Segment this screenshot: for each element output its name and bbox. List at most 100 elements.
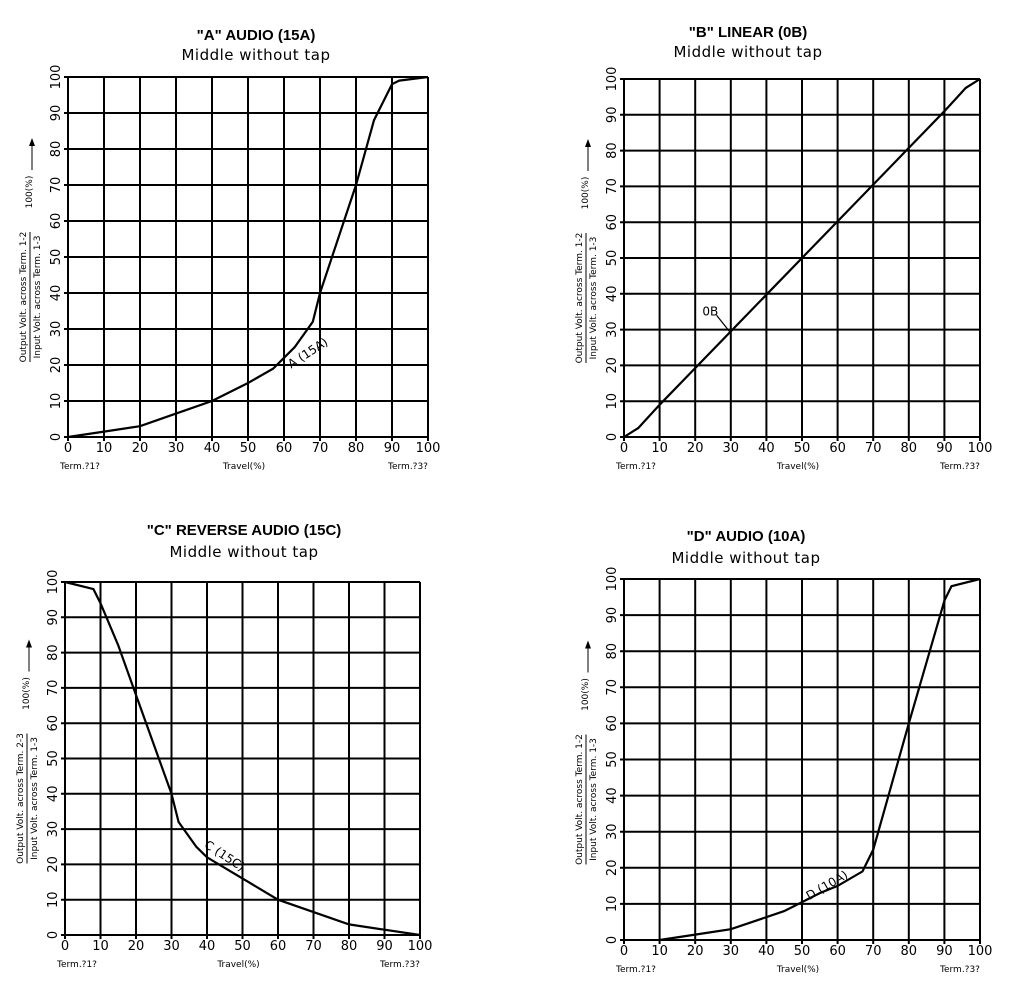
curve-annotation: 0B	[702, 304, 718, 318]
y-tick-label: 20	[605, 860, 620, 877]
chart-d: 0 10 20 30 40 50 60 70 80 90 100 0 10 20 30 40 50 60 70 80 9…	[575, 567, 993, 975]
y-tick-label: 80	[605, 643, 620, 660]
y-axis-label-suffix: 100(%)	[25, 176, 35, 209]
y-tick-label: 40	[46, 786, 61, 803]
x-tick-label: 20	[128, 939, 145, 954]
chart-panel-d: "D" AUDIO (10A) Middle without tap 0 10 20…	[512, 494, 1024, 989]
y-axis-label-output: Output Volt. across Term. 1-2	[575, 734, 585, 865]
x-tick-label: 0	[61, 939, 69, 954]
chart-subtitle: Middle without tap	[671, 549, 821, 567]
y-axis-label-suffix: 100(%)	[581, 177, 591, 210]
chart-panel-c: "C" REVERSE AUDIO (15C) Middle without t…	[0, 494, 512, 989]
x-tick-label: 50	[794, 944, 811, 959]
chart-panel-b: "B" LINEAR (0B) Middle without tap 0 10 20…	[512, 0, 1024, 494]
y-axis-label-suffix: 100(%)	[22, 677, 32, 710]
x-axis-label: Travel(%)	[776, 965, 819, 975]
y-tick-label: 80	[49, 141, 64, 158]
chart-title: "B" LINEAR (0B)	[688, 24, 808, 41]
x-tick-label: 40	[758, 441, 775, 456]
y-tick-label: 90	[605, 107, 620, 124]
x-tick-label: 30	[168, 441, 185, 456]
x-tick-label: 20	[132, 441, 149, 456]
y-tick-label: 80	[605, 142, 620, 159]
y-tick-label: 90	[49, 105, 64, 122]
chart-subtitle: Middle without tap	[169, 543, 319, 561]
y-tick-label: 0	[46, 931, 61, 939]
x-axis-label: Travel(%)	[216, 960, 259, 970]
y-tick-label: 30	[605, 321, 620, 338]
y-tick-label: 80	[46, 644, 61, 661]
y-tick-label: 50	[605, 751, 620, 768]
chart-c: 0 10 20 30 40 50 60 70 80 90 100 0 10 20 30 40 50 60 70 80 9…	[16, 570, 433, 970]
x-tick-label: 60	[276, 441, 293, 456]
x-tick-label: 40	[204, 441, 221, 456]
y-tick-label: 10	[49, 393, 64, 410]
x-tick-label: 40	[758, 944, 775, 959]
y-tick-label: 10	[605, 896, 620, 913]
y-tick-label: 70	[46, 680, 61, 697]
term-right-label: Term.?3?	[939, 462, 980, 472]
x-tick-label: 90	[936, 944, 953, 959]
x-tick-label: 50	[240, 441, 257, 456]
x-tick-label: 30	[163, 939, 180, 954]
term-right-label: Term.?3?	[939, 965, 980, 975]
series-line	[659, 577, 981, 942]
x-tick-label: 70	[865, 944, 882, 959]
y-tick-label: 70	[49, 177, 64, 194]
x-tick-label: 20	[687, 944, 704, 959]
y-tick-label: 20	[46, 856, 61, 873]
y-tick-label: 100	[605, 67, 620, 92]
y-tick-label: 50	[46, 750, 61, 767]
y-axis-label-input: Input Volt. across Term. 1-3	[589, 738, 599, 861]
series-line	[67, 75, 429, 439]
series-line	[64, 580, 421, 937]
y-axis-label-input: Input Volt. across Term. 1-3	[30, 737, 40, 860]
chart-title: "A" AUDIO (15A)	[196, 27, 316, 44]
x-tick-label: 90	[936, 441, 953, 456]
y-tick-label: 10	[605, 393, 620, 410]
term-left-label: Term.?1?	[615, 462, 656, 472]
y-tick-label: 100	[605, 567, 620, 592]
x-tick-label: 90	[384, 441, 401, 456]
y-tick-label: 90	[46, 609, 61, 626]
y-tick-label: 50	[49, 249, 64, 266]
y-tick-label: 40	[605, 787, 620, 804]
x-tick-label: 100	[968, 944, 993, 959]
y-axis-label-output: Output Volt. across Term. 1-2	[19, 232, 29, 363]
x-tick-label: 10	[96, 441, 113, 456]
chart-title: "D" AUDIO (10A)	[686, 528, 806, 545]
y-tick-label: 40	[605, 286, 620, 303]
y-tick-label: 30	[46, 821, 61, 838]
y-axis-label-input: Input Volt. across Term. 1-3	[33, 236, 43, 359]
y-tick-label: 90	[605, 607, 620, 624]
y-axis-label-input: Input Volt. across Term. 1-3	[589, 237, 599, 360]
y-axis-arrow-head	[26, 639, 32, 648]
term-left-label: Term.?1?	[615, 965, 656, 975]
x-tick-label: 60	[829, 441, 846, 456]
x-axis-label: Travel(%)	[222, 462, 265, 472]
y-axis-arrow-head	[585, 640, 591, 649]
y-tick-label: 50	[605, 250, 620, 267]
y-tick-label: 0	[49, 433, 64, 441]
x-tick-label: 80	[348, 441, 365, 456]
y-tick-label: 0	[605, 936, 620, 944]
x-tick-label: 70	[865, 441, 882, 456]
annotation-leader-line	[716, 314, 732, 334]
x-tick-label: 80	[901, 441, 918, 456]
x-tick-label: 40	[199, 939, 216, 954]
x-tick-label: 10	[651, 441, 668, 456]
chart-subtitle: Middle without tap	[181, 46, 331, 64]
y-tick-label: 20	[49, 357, 64, 374]
x-tick-label: 30	[723, 441, 740, 456]
chart-subtitle: Middle without tap	[673, 43, 823, 61]
y-tick-label: 70	[605, 679, 620, 696]
x-tick-label: 100	[968, 441, 993, 456]
x-tick-label: 10	[92, 939, 109, 954]
x-tick-label: 100	[408, 939, 433, 954]
chart-a: 0 10 20 30 40 50 60 70 80 90 100 0 10 20 30 40 50 60 70 80 9…	[19, 65, 440, 472]
x-tick-label: 10	[651, 944, 668, 959]
y-axis-label-suffix: 100(%)	[581, 678, 591, 711]
x-tick-label: 60	[270, 939, 287, 954]
y-tick-label: 60	[605, 715, 620, 732]
x-axis-label: Travel(%)	[776, 462, 819, 472]
